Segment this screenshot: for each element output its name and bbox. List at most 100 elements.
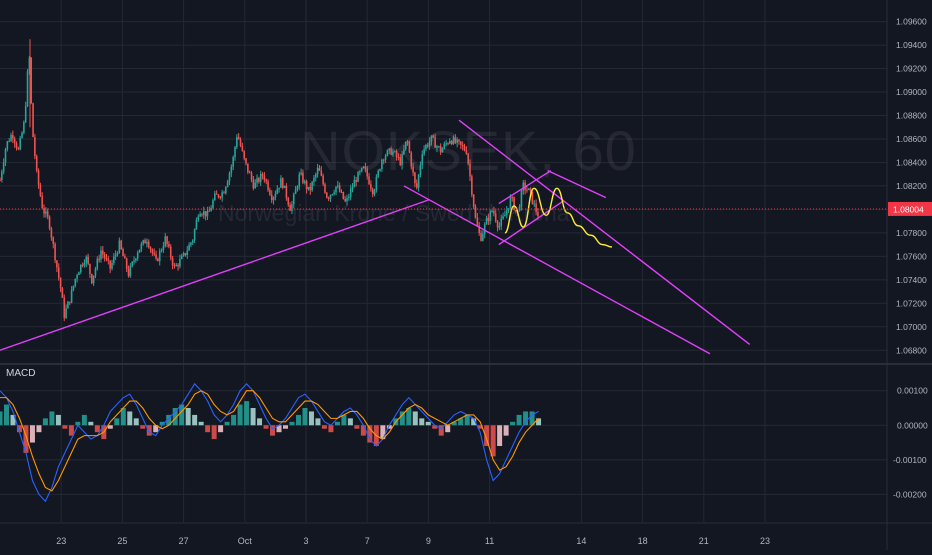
candle [465, 146, 468, 155]
candle [357, 170, 359, 183]
candle-body [13, 138, 16, 144]
price-tick-label: 1.07600 [896, 251, 927, 261]
candle-body [366, 168, 368, 177]
candle [414, 171, 416, 188]
candle [241, 142, 244, 152]
candle-body [478, 225, 480, 234]
candle-body [359, 171, 361, 173]
candle-body [344, 198, 346, 202]
candle [118, 237, 121, 254]
candle-body [89, 263, 91, 274]
time-tick-label: 14 [576, 536, 586, 546]
candle-body [505, 210, 508, 216]
candle [379, 168, 381, 172]
macd-indicator-label[interactable]: MACD [6, 368, 36, 379]
candle [138, 249, 141, 253]
candle [230, 164, 233, 178]
candle-body [469, 163, 471, 177]
candle-body [384, 155, 387, 160]
candle-body [248, 172, 251, 174]
candle [122, 247, 124, 257]
candle [326, 191, 328, 199]
candle-body [61, 288, 64, 298]
candle [362, 166, 365, 169]
macd-histogram-bar [276, 425, 282, 433]
candle [193, 228, 196, 244]
candle-body [214, 193, 216, 201]
candle [243, 150, 245, 161]
candle [234, 145, 236, 161]
candle [236, 134, 238, 150]
candle [449, 138, 451, 145]
candle [500, 214, 503, 231]
candle-body [114, 254, 117, 257]
candle [59, 277, 62, 293]
candle [397, 153, 400, 161]
last-price-badge [888, 201, 932, 216]
candle-body [417, 174, 420, 188]
candle [136, 250, 139, 261]
candle-body [436, 146, 438, 148]
candle-body [144, 240, 146, 244]
macd-histogram-bar [49, 411, 55, 426]
candle [390, 146, 392, 156]
candle [417, 173, 420, 192]
macd-histogram-bar [29, 425, 35, 443]
candle [247, 163, 249, 175]
price-tick-label: 1.08800 [896, 111, 927, 121]
candle [237, 133, 240, 140]
candle [386, 149, 389, 157]
macd-histogram-bar [75, 421, 81, 426]
projection-curve [504, 187, 613, 248]
candle [153, 248, 156, 257]
candle [56, 259, 58, 273]
candle [155, 250, 157, 261]
macd-histogram-bar [205, 425, 211, 433]
candle-body [160, 249, 163, 251]
candle-body [258, 178, 260, 182]
candle [438, 145, 440, 148]
candle [48, 215, 51, 231]
macd-tick-label: 0.00000 [897, 420, 928, 430]
candle-body [120, 240, 122, 250]
candle [533, 200, 536, 208]
candle [298, 171, 301, 191]
macd-histogram-bar [471, 418, 477, 426]
candle [360, 167, 363, 173]
candle [225, 186, 227, 195]
candle-body [294, 189, 297, 194]
candle-body [182, 253, 185, 256]
candle-body [129, 265, 132, 277]
time-tick-label: 11 [485, 536, 494, 546]
candle [111, 259, 113, 271]
candle-body [17, 147, 20, 150]
macd-histogram-bar [347, 418, 353, 426]
trendline-rising-channel-lower [498, 200, 564, 246]
candle-body [349, 188, 352, 197]
candle-body [318, 167, 321, 171]
candle [535, 199, 537, 216]
candle [331, 193, 334, 196]
candle-body [329, 195, 332, 199]
candle [318, 165, 321, 171]
candle-body [147, 241, 150, 248]
candle-body [116, 253, 119, 255]
candle [399, 153, 402, 167]
candle [214, 190, 216, 201]
candle [401, 151, 403, 170]
candle [471, 174, 473, 198]
candle [248, 170, 251, 174]
candle-body [432, 135, 435, 138]
candle [320, 166, 323, 177]
candle-body [48, 216, 51, 229]
candle-body [87, 256, 89, 264]
candle [296, 185, 299, 192]
candle [482, 230, 484, 242]
macd-histogram-bar [295, 414, 301, 426]
candle [428, 137, 431, 150]
candle [208, 206, 211, 212]
candle [67, 300, 69, 309]
